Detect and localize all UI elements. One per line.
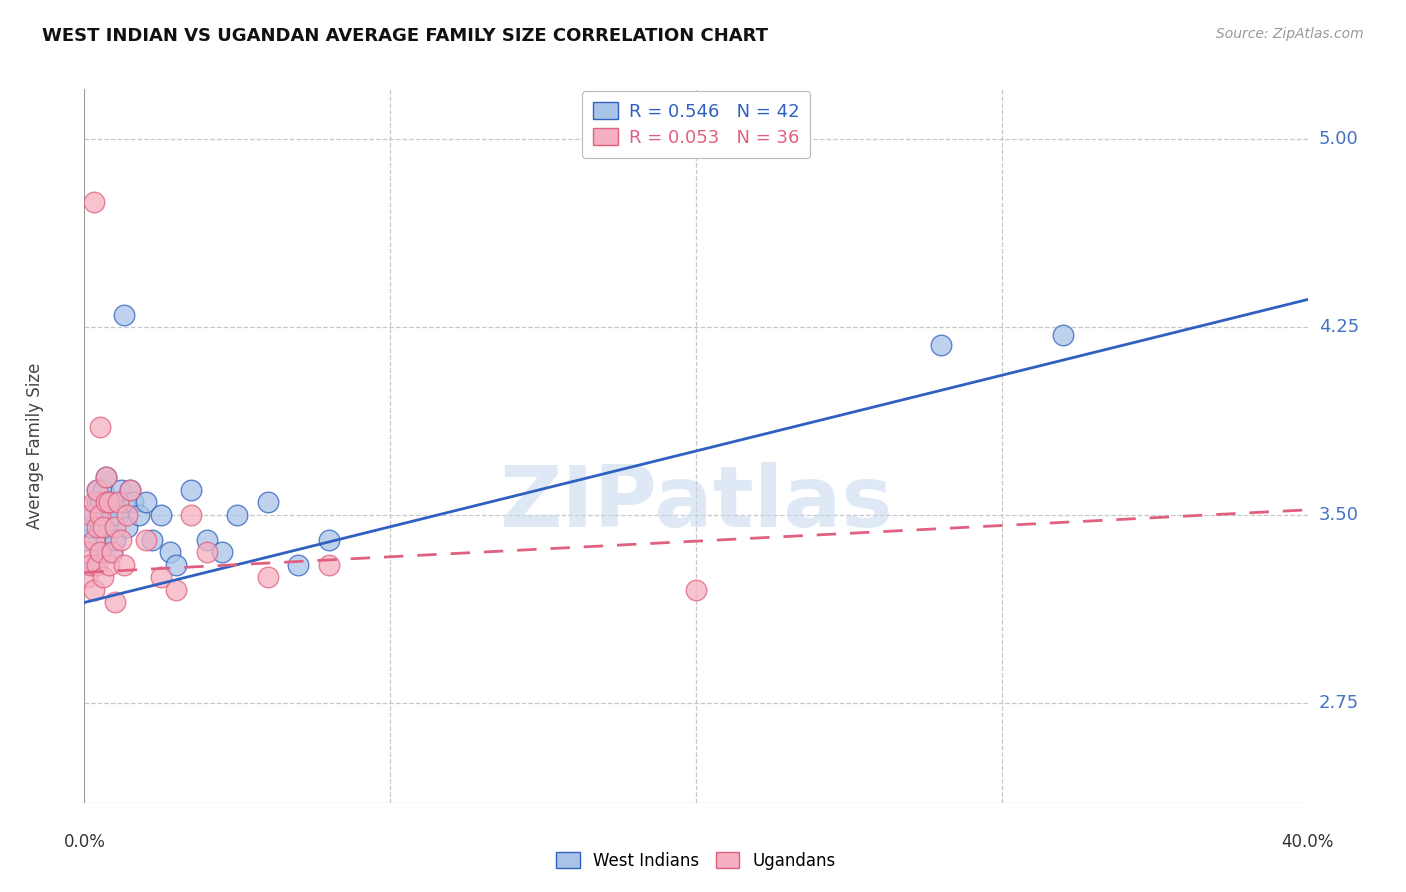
Point bbox=[211, 545, 233, 559]
Point bbox=[83, 508, 105, 522]
Point bbox=[94, 470, 117, 484]
Point bbox=[115, 520, 138, 534]
Point bbox=[91, 483, 114, 497]
Point bbox=[86, 558, 108, 572]
Point bbox=[318, 533, 340, 547]
Text: 3.50: 3.50 bbox=[1319, 506, 1358, 524]
Point bbox=[76, 545, 98, 559]
Point bbox=[86, 520, 108, 534]
Text: Source: ZipAtlas.com: Source: ZipAtlas.com bbox=[1216, 27, 1364, 41]
Point bbox=[104, 595, 127, 609]
Point bbox=[318, 558, 340, 572]
Point bbox=[89, 495, 111, 509]
Point bbox=[91, 520, 114, 534]
Text: ZIPatlas: ZIPatlas bbox=[499, 461, 893, 545]
Point bbox=[112, 308, 135, 322]
Point bbox=[79, 558, 101, 572]
Point bbox=[89, 545, 111, 559]
Point bbox=[128, 508, 150, 522]
Text: 0.0%: 0.0% bbox=[63, 833, 105, 851]
Text: 4.25: 4.25 bbox=[1319, 318, 1360, 336]
Point bbox=[76, 533, 98, 547]
Text: 40.0%: 40.0% bbox=[1281, 833, 1334, 851]
Point bbox=[79, 520, 101, 534]
Point bbox=[83, 495, 105, 509]
Point bbox=[149, 570, 172, 584]
Point bbox=[76, 570, 98, 584]
Point bbox=[159, 545, 181, 559]
Point bbox=[180, 483, 202, 497]
Point bbox=[86, 495, 108, 509]
Point bbox=[83, 194, 105, 209]
Point bbox=[83, 582, 105, 597]
Point bbox=[107, 508, 129, 522]
Point bbox=[89, 420, 111, 434]
Point bbox=[180, 508, 202, 522]
Point bbox=[112, 495, 135, 509]
Point bbox=[165, 558, 187, 572]
Point bbox=[122, 495, 145, 509]
Text: Average Family Size: Average Family Size bbox=[27, 363, 45, 529]
Point bbox=[101, 508, 124, 522]
Point bbox=[257, 495, 280, 509]
Point bbox=[86, 483, 108, 497]
Point bbox=[135, 495, 157, 509]
Point bbox=[94, 470, 117, 484]
Point bbox=[165, 582, 187, 597]
Point bbox=[97, 520, 120, 534]
Point bbox=[120, 483, 142, 497]
Point bbox=[86, 483, 108, 497]
Point bbox=[89, 520, 111, 534]
Point bbox=[104, 533, 127, 547]
Point bbox=[97, 495, 120, 509]
Point bbox=[94, 495, 117, 509]
Point bbox=[89, 508, 111, 522]
Text: 2.75: 2.75 bbox=[1319, 694, 1360, 712]
Point bbox=[97, 495, 120, 509]
Point bbox=[89, 545, 111, 559]
Point bbox=[1052, 327, 1074, 342]
Point bbox=[97, 558, 120, 572]
Text: 5.00: 5.00 bbox=[1319, 130, 1358, 148]
Point bbox=[120, 483, 142, 497]
Point bbox=[79, 508, 101, 522]
Point bbox=[91, 570, 114, 584]
Point bbox=[141, 533, 163, 547]
Point bbox=[287, 558, 309, 572]
Point bbox=[257, 570, 280, 584]
Legend: West Indians, Ugandans: West Indians, Ugandans bbox=[550, 846, 842, 877]
Point bbox=[195, 545, 218, 559]
Point bbox=[226, 508, 249, 522]
Point bbox=[110, 533, 132, 547]
Point bbox=[107, 495, 129, 509]
Point bbox=[135, 533, 157, 547]
Point bbox=[112, 558, 135, 572]
Point bbox=[83, 533, 105, 547]
Point bbox=[149, 508, 172, 522]
Point bbox=[195, 533, 218, 547]
Point bbox=[929, 337, 952, 351]
Point bbox=[101, 545, 124, 559]
Text: WEST INDIAN VS UGANDAN AVERAGE FAMILY SIZE CORRELATION CHART: WEST INDIAN VS UGANDAN AVERAGE FAMILY SI… bbox=[42, 27, 768, 45]
Point bbox=[94, 508, 117, 522]
Point bbox=[110, 483, 132, 497]
Point bbox=[104, 495, 127, 509]
Point bbox=[101, 545, 124, 559]
Point bbox=[115, 508, 138, 522]
Point bbox=[83, 558, 105, 572]
Point bbox=[94, 533, 117, 547]
Point bbox=[91, 508, 114, 522]
Point bbox=[685, 582, 707, 597]
Point bbox=[104, 520, 127, 534]
